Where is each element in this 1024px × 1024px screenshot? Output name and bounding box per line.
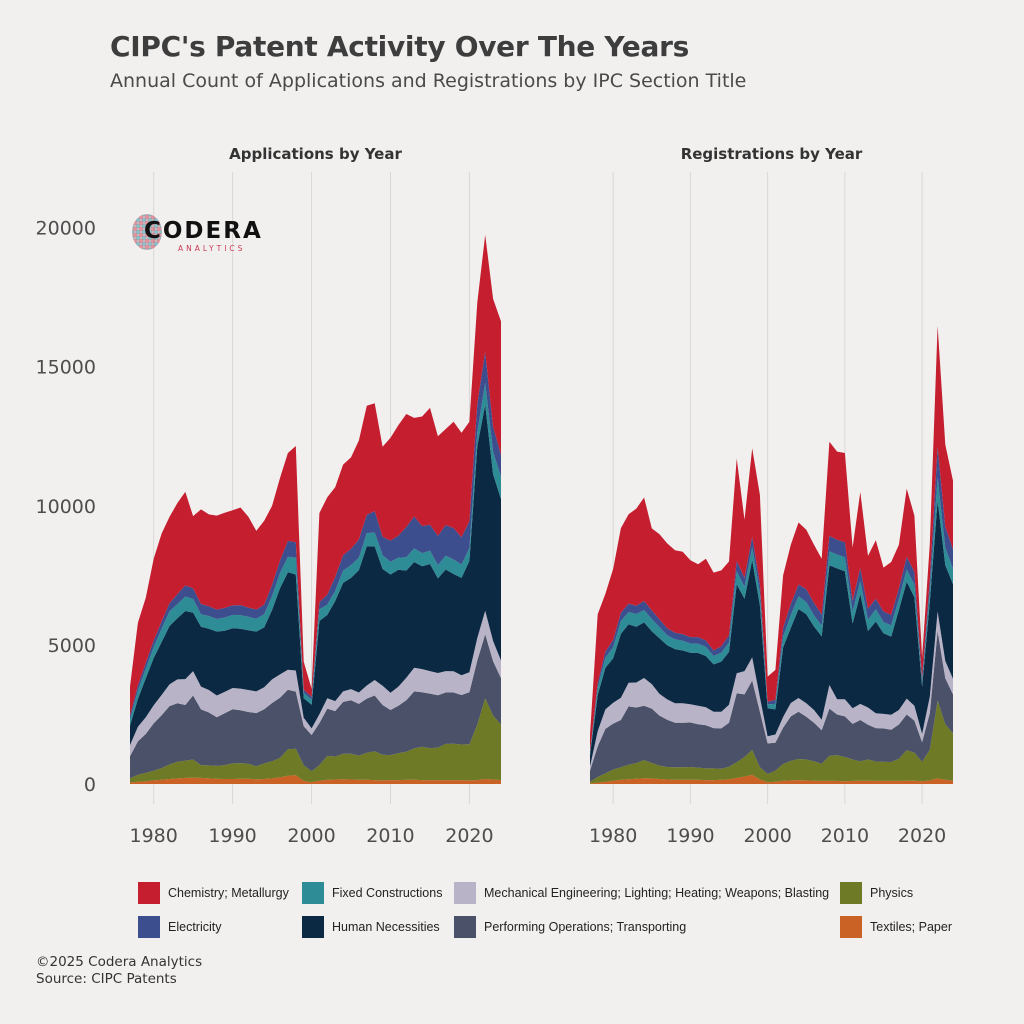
area-series bbox=[590, 774, 953, 784]
legend-item-chemistry: Chemistry; Metallurgy bbox=[138, 882, 289, 904]
area-series bbox=[130, 351, 501, 720]
legend-item-mechanical-engineering: Mechanical Engineering; Lighting; Heatin… bbox=[454, 882, 829, 904]
y-tick-label: 20000 bbox=[36, 218, 96, 240]
x-tick-label: 1980 bbox=[589, 825, 637, 847]
legend-swatch bbox=[302, 916, 324, 938]
y-tick-label: 5000 bbox=[48, 635, 96, 657]
legend-item-electricity: Electricity bbox=[138, 916, 221, 938]
x-tick-label: 2020 bbox=[898, 825, 946, 847]
legend: Chemistry; Metallurgy Fixed Construction… bbox=[138, 882, 968, 946]
legend-item-textiles-paper: Textiles; Paper bbox=[840, 916, 952, 938]
area-series bbox=[130, 404, 501, 746]
x-tick-label: 1990 bbox=[666, 825, 714, 847]
y-tick-label: 0 bbox=[84, 774, 96, 796]
x-tick-label: 2000 bbox=[287, 825, 335, 847]
legend-item-physics: Physics bbox=[840, 882, 913, 904]
chart-title: CIPC's Patent Activity Over The Years bbox=[110, 30, 689, 63]
x-tick-label: 1990 bbox=[208, 825, 256, 847]
area-series bbox=[590, 631, 953, 782]
legend-swatch bbox=[138, 882, 160, 904]
area-series bbox=[130, 775, 501, 784]
area-series bbox=[130, 698, 501, 783]
area-series bbox=[590, 611, 953, 771]
codera-logo: CODERA ANALYTICS bbox=[132, 212, 262, 258]
x-tick-label: 2000 bbox=[743, 825, 791, 847]
panel-title: Registrations by Year bbox=[681, 145, 863, 163]
area-series bbox=[130, 634, 501, 779]
area-series bbox=[590, 500, 953, 767]
area-series bbox=[130, 610, 501, 757]
legend-swatch bbox=[454, 882, 476, 904]
x-tick-label: 2020 bbox=[445, 825, 493, 847]
legend-swatch bbox=[840, 882, 862, 904]
legend-swatch bbox=[454, 916, 476, 938]
footer: ©2025 Codera Analytics Source: CIPC Pate… bbox=[36, 954, 202, 988]
area-series bbox=[590, 325, 953, 752]
legend-swatch bbox=[138, 916, 160, 938]
legend-item-human-necessities: Human Necessities bbox=[302, 916, 440, 938]
copyright-text: ©2025 Codera Analytics bbox=[36, 954, 203, 970]
legend-swatch bbox=[840, 916, 862, 938]
legend-swatch bbox=[302, 882, 324, 904]
legend-item-performing-operations: Performing Operations; Transporting bbox=[454, 916, 686, 938]
legend-label: Human Necessities bbox=[332, 920, 440, 934]
legend-label: Textiles; Paper bbox=[870, 920, 952, 934]
area-series bbox=[130, 234, 501, 716]
chart-canvas: 1980 1990 2000 2010 2020 Applications by Year… bbox=[36, 145, 953, 847]
logo-text: CODERA bbox=[144, 218, 263, 244]
legend-item-fixed-constructions: Fixed Constructions bbox=[302, 882, 442, 904]
logo-subtext: ANALYTICS bbox=[178, 244, 246, 253]
chart-subtitle: Annual Count of Applications and Registr… bbox=[110, 70, 747, 92]
y-tick-label: 15000 bbox=[36, 357, 96, 379]
legend-label: Performing Operations; Transporting bbox=[484, 920, 687, 934]
x-tick-label: 2010 bbox=[366, 825, 414, 847]
area-series bbox=[130, 382, 501, 726]
legend-label: Mechanical Engineering; Lighting; Heatin… bbox=[484, 886, 830, 900]
area-series bbox=[590, 700, 953, 784]
source-text: Source: CIPC Patents bbox=[36, 971, 177, 987]
x-tick-label: 2010 bbox=[821, 825, 869, 847]
x-tick-label: 1980 bbox=[130, 825, 178, 847]
legend-label: Fixed Constructions bbox=[332, 886, 443, 900]
legend-label: Chemistry; Metallurgy bbox=[168, 886, 289, 900]
codera-logo-icon bbox=[132, 214, 162, 250]
y-tick-label: 10000 bbox=[36, 496, 96, 518]
panel-title: Applications by Year bbox=[229, 145, 402, 163]
legend-label: Electricity bbox=[168, 920, 222, 934]
legend-label: Physics bbox=[870, 886, 914, 900]
